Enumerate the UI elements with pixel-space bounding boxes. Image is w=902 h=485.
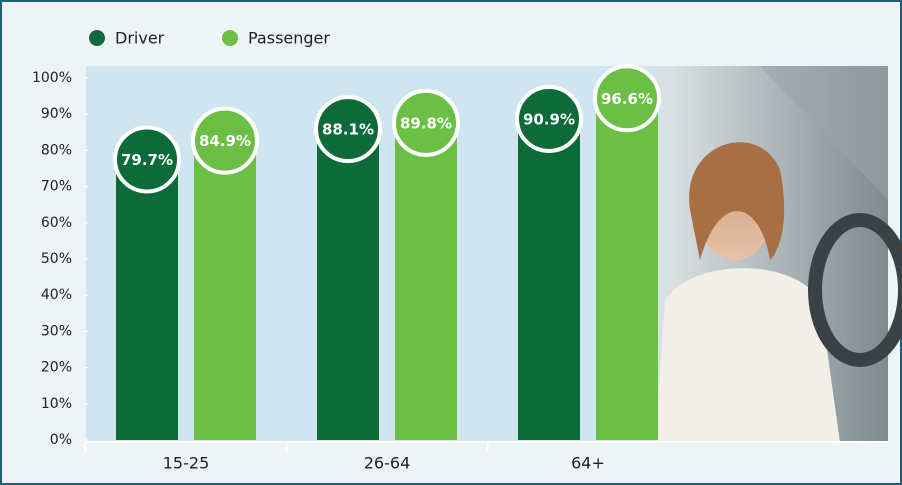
bar (596, 90, 658, 441)
y-tick-label: 10% (41, 396, 72, 412)
legend-swatch (222, 30, 238, 46)
bar (317, 121, 379, 440)
y-tick-label: 20% (41, 360, 72, 376)
value-label: 84.9% (199, 132, 251, 150)
x-tick-label: 15-25 (163, 454, 210, 473)
bar (194, 132, 256, 441)
y-tick-label: 30% (41, 323, 72, 339)
value-label: 90.9% (523, 110, 575, 128)
y-tick-label: 0% (50, 432, 72, 448)
y-tick-label: 100% (32, 70, 72, 86)
value-label: 79.7% (121, 151, 173, 169)
bar (116, 151, 178, 440)
x-tick-label: 26-64 (364, 454, 411, 473)
value-label: 88.1% (322, 121, 374, 139)
value-badge (593, 64, 661, 133)
photo (600, 66, 902, 442)
x-tick-label: 64+ (571, 454, 605, 473)
y-tick-label: 70% (41, 179, 72, 195)
y-tick-label: 90% (41, 106, 72, 122)
y-tick-label: 50% (41, 251, 72, 267)
y-tick-label: 40% (41, 287, 72, 303)
value-badge (191, 106, 259, 175)
value-badge (392, 88, 460, 157)
value-badge (314, 95, 382, 164)
value-label: 89.8% (400, 114, 452, 132)
y-tick-label: 60% (41, 215, 72, 231)
legend-label: Driver (115, 29, 165, 48)
bar (395, 114, 457, 440)
value-badge (113, 125, 181, 194)
bar (518, 110, 580, 440)
legend-label: Passenger (248, 29, 330, 48)
y-tick-label: 80% (41, 142, 72, 158)
legend-swatch (89, 30, 105, 46)
value-label: 96.6% (601, 90, 653, 108)
value-badge (515, 84, 583, 153)
